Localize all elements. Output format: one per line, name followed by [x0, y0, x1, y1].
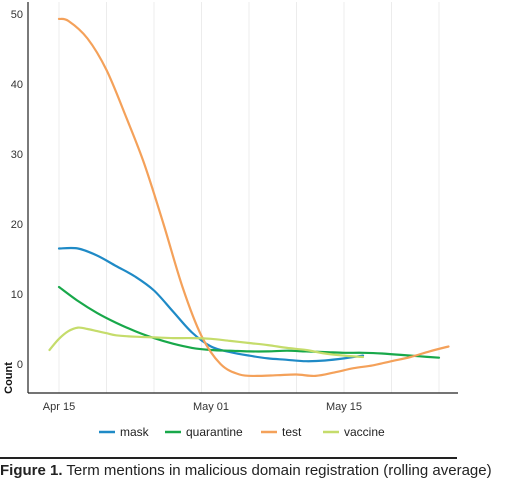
- series-lines: [48, 17, 450, 378]
- series-line-vaccine: [48, 326, 365, 359]
- legend-label-mask: mask: [120, 425, 150, 439]
- series-line-quarantine: [57, 285, 441, 359]
- grid-lines: [58, 2, 440, 393]
- y-tick-label: 30: [11, 149, 23, 161]
- caption-rule: [0, 457, 457, 459]
- caption-label: Figure 1.: [0, 462, 63, 479]
- legend: mask quarantine test vaccine: [99, 425, 385, 439]
- y-tick-label: 50: [11, 9, 23, 21]
- y-tick-label: 0: [17, 359, 23, 371]
- legend-label-quarantine: quarantine: [186, 425, 243, 439]
- y-tick-label: 40: [11, 79, 23, 91]
- y-tick-label: 20: [11, 219, 23, 231]
- x-tick-label: May 15: [326, 401, 362, 413]
- x-tick-labels: Apr 15 May 01 May 15: [43, 401, 362, 413]
- series-line-mask: [57, 246, 365, 363]
- y-axis-label: Count: [3, 362, 15, 394]
- legend-label-vaccine: vaccine: [344, 425, 385, 439]
- x-tick-label: May 01: [193, 401, 229, 413]
- legend-label-test: test: [282, 425, 302, 439]
- caption-text: Term mentions in malicious domain regist…: [62, 462, 492, 479]
- y-tick-label: 10: [11, 289, 23, 301]
- x-tick-label: Apr 15: [43, 401, 75, 413]
- y-tick-labels: 0 10 20 30 40 50: [11, 9, 23, 371]
- chart: 0 10 20 30 40 50 Apr 15 May 01 May 15 Count mas…: [3, 2, 458, 439]
- figure-caption: Figure 1. Term mentions in malicious dom…: [0, 461, 521, 481]
- series-line-test: [57, 17, 450, 378]
